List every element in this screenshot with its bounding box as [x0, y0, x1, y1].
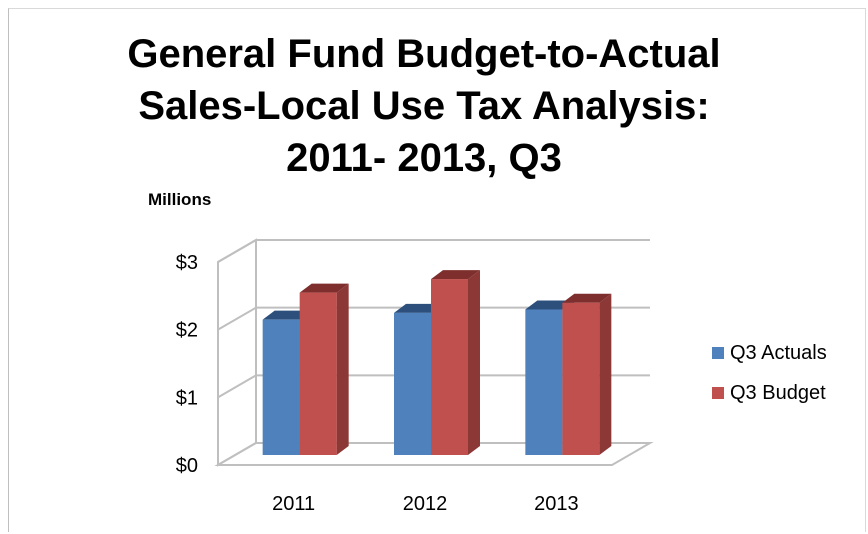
bar-actuals-2012 [394, 312, 431, 455]
bar-budget-2011-side [336, 283, 349, 455]
bar-budget-2012-side [468, 270, 480, 455]
legend: Q3 Actuals Q3 Budget [712, 333, 827, 413]
bar-actuals-2011 [262, 319, 300, 455]
bar-budget-2012-top [431, 270, 480, 280]
bar-actuals-2013 [525, 309, 563, 455]
x-tick-label-2012: 2012 [403, 493, 448, 515]
bar-budget-2013 [562, 302, 600, 455]
gridline-side-3 [217, 239, 257, 263]
legend-label-budget: Q3 Budget [730, 381, 826, 404]
legend-item-actuals: Q3 Actuals [712, 333, 827, 373]
bar-actuals-2011-top [262, 310, 312, 320]
bar-budget-2013-side [599, 293, 612, 455]
bar-actuals-2012-top [394, 303, 443, 313]
chart-title-line-1: General Fund Budget-to-Actual [127, 32, 721, 76]
legend-swatch-actuals [712, 347, 724, 359]
chart-title-line-2: Sales-Local Use Tax Analysis: [138, 84, 710, 128]
x-tick-label-2013: 2013 [534, 493, 579, 515]
x-tick-label-2011: 2011 [272, 493, 315, 515]
bar-budget-2011-top [299, 283, 349, 293]
gridline-side-2 [217, 306, 257, 331]
chart-frame [8, 8, 866, 532]
bar-budget-2011 [299, 292, 337, 455]
gridline-side-1 [217, 374, 257, 399]
bar-budget-2013-top [562, 293, 612, 303]
bar-actuals-2013-top [525, 300, 575, 310]
chart-title-line-3: 2011- 2013, Q3 [286, 136, 562, 180]
y-tick-label-1: $1 [176, 387, 198, 409]
legend-swatch-budget [712, 387, 724, 399]
chart-title: General Fund Budget-to-Actual Sales-Loca… [40, 28, 808, 184]
units-label: Millions [148, 190, 212, 209]
y-tick-label-0: $0 [176, 455, 198, 477]
legend-label-actuals: Q3 Actuals [730, 341, 827, 364]
legend-item-budget: Q3 Budget [712, 373, 827, 413]
y-tick-label-3: $3 [176, 252, 198, 274]
side-wall [217, 238, 257, 467]
y-tick-label-2: $2 [176, 320, 198, 342]
bar-budget-2012 [431, 279, 468, 455]
